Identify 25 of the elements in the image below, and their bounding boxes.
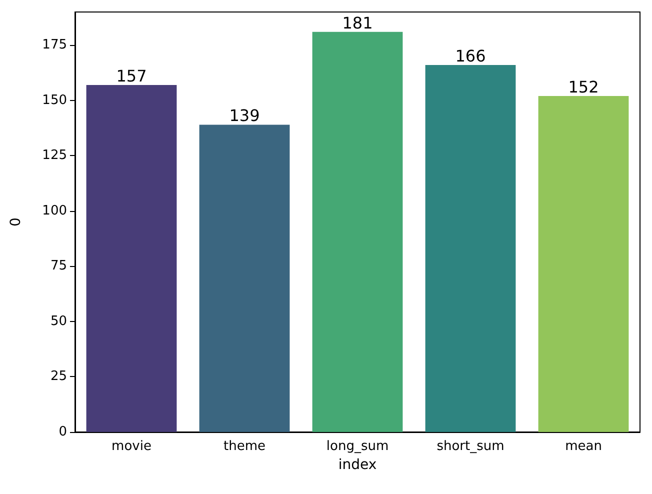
bar — [86, 84, 177, 432]
data-label: 166 — [455, 46, 486, 66]
y-axis-title: 0 — [8, 218, 24, 226]
y-tick-label: 150 — [42, 92, 67, 108]
bar — [538, 96, 629, 432]
data-label: 157 — [116, 66, 147, 86]
y-tick-label: 175 — [42, 38, 67, 53]
y-tick-label: 100 — [42, 203, 67, 218]
x-tick-label: mean — [565, 439, 602, 454]
x-axis-title: index — [338, 457, 377, 473]
bar — [199, 124, 290, 432]
y-tick-label: 25 — [50, 369, 67, 384]
bar — [312, 32, 403, 432]
data-label: 152 — [568, 78, 599, 96]
bar — [425, 65, 516, 432]
y-tick-label: 50 — [50, 314, 67, 329]
x-tick-label: short_sum — [436, 439, 504, 454]
data-label: 181 — [342, 13, 373, 32]
y-tick-label: 125 — [42, 148, 67, 164]
x-tick-label: theme — [224, 439, 266, 454]
y-tick-label: 0 — [58, 424, 67, 440]
y-tick-label: 75 — [50, 258, 67, 274]
data-label: 139 — [229, 106, 260, 126]
x-tick-label: long_sum — [326, 439, 389, 454]
x-tick-label: movie — [112, 439, 152, 454]
